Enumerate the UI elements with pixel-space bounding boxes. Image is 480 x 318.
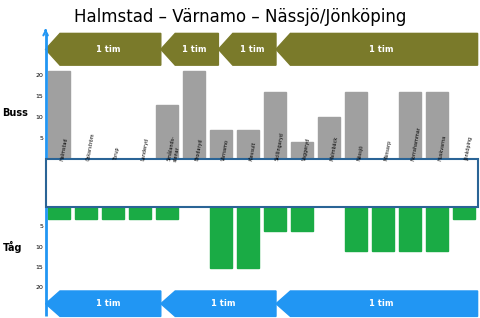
Polygon shape: [276, 33, 478, 65]
Text: 20: 20: [36, 285, 43, 290]
Text: 15: 15: [36, 93, 43, 99]
Bar: [345, 92, 368, 159]
Text: Vaggeryd: Vaggeryd: [302, 138, 311, 162]
FancyBboxPatch shape: [46, 159, 478, 207]
Text: Smålands-
stenar: Smålands- stenar: [167, 135, 182, 162]
Text: Nässjö: Nässjö: [356, 145, 364, 162]
Text: Malmbäck: Malmbäck: [329, 136, 338, 162]
Bar: [291, 207, 313, 231]
Text: 1 tim: 1 tim: [96, 45, 120, 54]
Text: 1 tim: 1 tim: [369, 45, 394, 54]
Text: Tåg: Tåg: [2, 241, 22, 253]
Bar: [426, 207, 448, 251]
Polygon shape: [161, 33, 218, 65]
Bar: [372, 207, 395, 251]
Text: 20: 20: [36, 73, 43, 78]
Bar: [156, 207, 179, 219]
Bar: [345, 207, 368, 251]
Text: 10: 10: [36, 114, 43, 120]
Bar: [183, 71, 205, 159]
Text: Värnamo: Värnamo: [221, 139, 230, 162]
Bar: [264, 207, 287, 231]
Bar: [291, 142, 313, 159]
Bar: [399, 207, 421, 251]
Text: Mänsarp: Mänsarp: [383, 140, 392, 162]
Text: Halmstad – Värnamo – Nässjö/Jönköping: Halmstad – Värnamo – Nässjö/Jönköping: [74, 8, 406, 26]
Polygon shape: [161, 291, 276, 316]
Polygon shape: [218, 33, 276, 65]
Text: Buss: Buss: [2, 108, 28, 118]
Bar: [426, 92, 448, 159]
Text: Klevsult: Klevsult: [248, 142, 256, 162]
Text: 5: 5: [39, 135, 43, 141]
Text: Huskvarna: Huskvarna: [437, 135, 446, 162]
Bar: [210, 130, 232, 159]
Bar: [48, 71, 71, 159]
Bar: [264, 92, 287, 159]
Polygon shape: [276, 291, 478, 316]
Bar: [399, 92, 421, 159]
Text: Norrahammar: Norrahammar: [410, 126, 421, 162]
Bar: [318, 117, 340, 159]
Text: 10: 10: [36, 245, 43, 250]
Bar: [75, 207, 97, 219]
Text: Halmstad: Halmstad: [59, 137, 68, 162]
Text: 1 tim: 1 tim: [211, 299, 236, 308]
Text: Landeryd: Landeryd: [140, 138, 149, 162]
Text: 5: 5: [39, 225, 43, 230]
Bar: [210, 207, 232, 267]
Bar: [129, 207, 152, 219]
Text: 1 tim: 1 tim: [182, 45, 207, 54]
Polygon shape: [46, 291, 161, 316]
Bar: [237, 130, 260, 159]
Bar: [48, 207, 71, 219]
Text: 15: 15: [36, 265, 43, 270]
Text: Jönköping: Jönköping: [464, 137, 473, 162]
Bar: [156, 105, 179, 159]
Text: 1 tim: 1 tim: [96, 299, 120, 308]
Text: Skillingaryd: Skillingaryd: [275, 132, 285, 162]
Bar: [102, 207, 124, 219]
Text: 1 tim: 1 tim: [240, 45, 264, 54]
Text: Brodaryd: Brodaryd: [194, 138, 203, 162]
Bar: [453, 207, 475, 219]
Polygon shape: [46, 33, 161, 65]
Bar: [237, 207, 260, 267]
Text: Torup: Torup: [113, 147, 120, 162]
Text: Oskarström: Oskarström: [86, 133, 96, 162]
Text: 1 tim: 1 tim: [369, 299, 394, 308]
